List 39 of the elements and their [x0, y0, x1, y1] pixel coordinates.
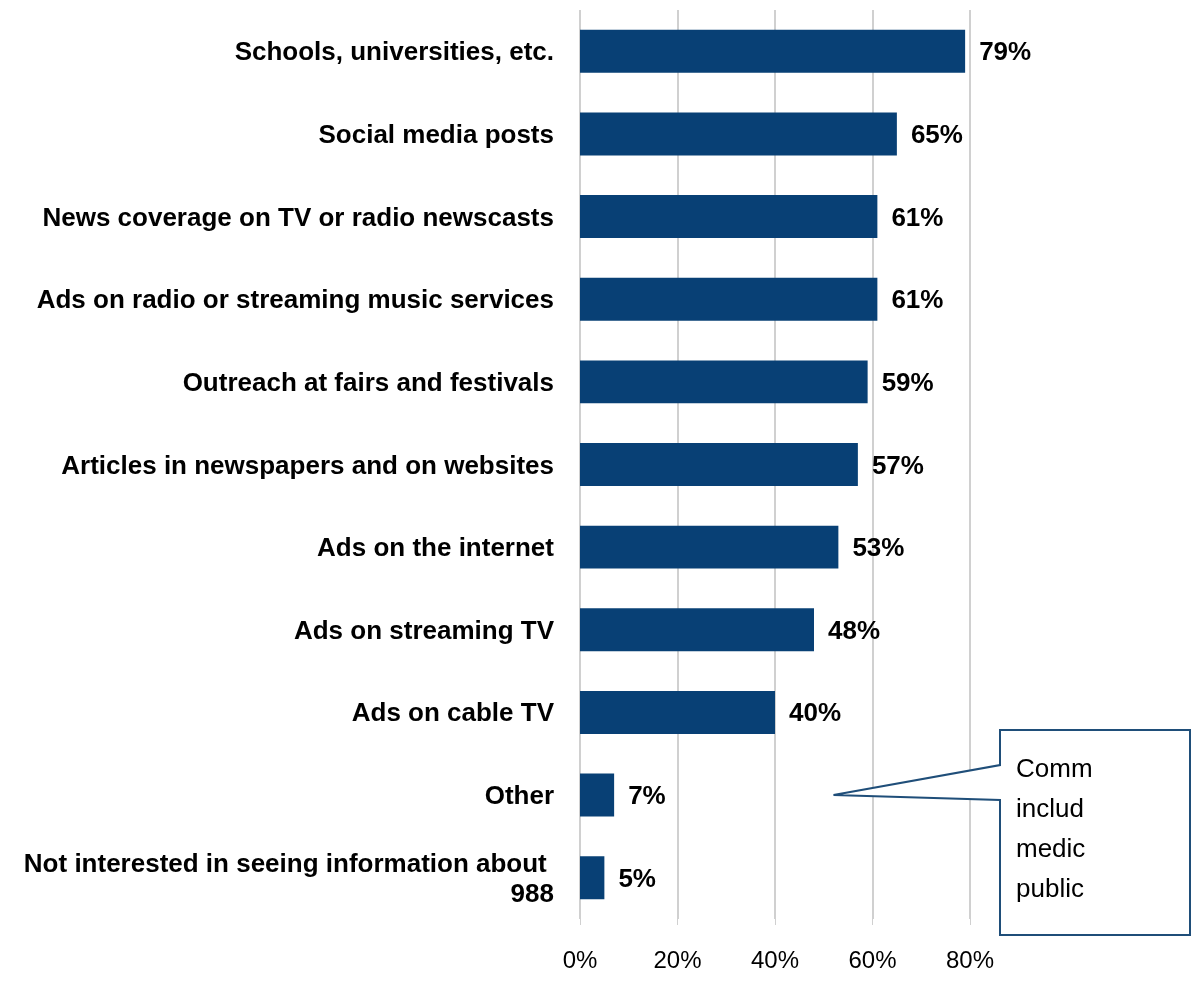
- bar: [580, 690, 775, 734]
- x-tick-label: 40%: [750, 945, 800, 973]
- y-tick-label: Not interested in seeing information about 988: [23, 847, 554, 908]
- y-tick-label: Other: [484, 780, 554, 811]
- bar: [580, 525, 839, 569]
- x-tick-label: 0%: [562, 945, 598, 973]
- data-label: 61%: [891, 284, 944, 315]
- x-tick-label: 60%: [848, 945, 897, 973]
- y-tick-label: Ads on cable TV: [351, 697, 555, 728]
- data-label: 59%: [881, 366, 934, 397]
- y-tick-label: Outreach at fairs and festivals: [182, 366, 554, 397]
- bar: [580, 29, 966, 73]
- bar: [580, 856, 605, 900]
- bar: [580, 360, 868, 404]
- bar: [580, 277, 878, 321]
- data-label: 5%: [618, 862, 656, 893]
- y-tick-label: Social media posts: [318, 118, 554, 149]
- data-label: 48%: [828, 614, 881, 645]
- bar: [580, 112, 897, 156]
- bar: [580, 608, 814, 652]
- y-tick-label: Ads on streaming TV: [293, 614, 555, 645]
- data-label: 65%: [910, 118, 963, 149]
- data-label: 79%: [979, 36, 1032, 67]
- x-tick-label: 20%: [653, 945, 702, 973]
- data-label: 61%: [891, 201, 944, 232]
- y-tick-label: News coverage on TV or radio newscasts: [42, 201, 554, 232]
- data-label: 53%: [852, 532, 905, 563]
- bar: [580, 773, 615, 817]
- data-label: 7%: [628, 780, 666, 811]
- data-label: 40%: [789, 697, 842, 728]
- data-label: 57%: [871, 449, 924, 480]
- text: Comm includ medic public: [1016, 753, 1093, 904]
- bar: [580, 443, 858, 486]
- x-tick-label: 80%: [945, 945, 995, 973]
- y-tick-label: Schools, universities, etc.: [234, 36, 554, 67]
- y-tick-label: Ads on the internet: [317, 532, 555, 563]
- bar: [580, 195, 878, 239]
- y-tick-label: Articles in newspapers and on websites: [61, 449, 554, 480]
- y-tick-label: Ads on radio or streaming music services: [36, 284, 554, 315]
